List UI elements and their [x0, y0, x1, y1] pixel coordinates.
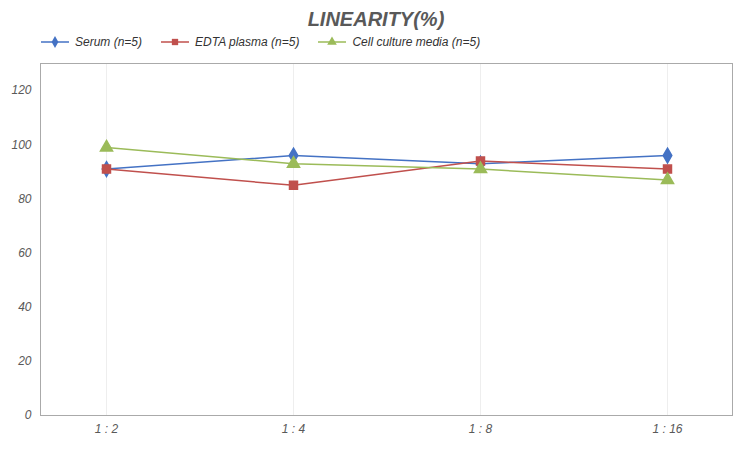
- svg-text:40: 40: [18, 300, 32, 314]
- svg-text:80: 80: [18, 192, 32, 206]
- html-text:EDTA plasma (n=5): EDTA plasma (n=5): [195, 35, 300, 49]
- svg-text:20: 20: [17, 354, 32, 368]
- html-text:LINEARITY(%): LINEARITY(%): [307, 8, 445, 30]
- svg-text:1 : 4: 1 : 4: [282, 422, 306, 436]
- svg-text:120: 120: [11, 83, 31, 97]
- svg-text:1 : 16: 1 : 16: [652, 422, 682, 436]
- svg-text:60: 60: [18, 246, 32, 260]
- svg-text:1 : 8: 1 : 8: [469, 422, 493, 436]
- html-text:Serum (n=5): Serum (n=5): [75, 35, 142, 49]
- svg-text:1 : 2: 1 : 2: [95, 422, 119, 436]
- svg-text:0: 0: [25, 408, 32, 422]
- html-text:Cell culture media (n=5): Cell culture media (n=5): [352, 35, 481, 49]
- svg-text:100: 100: [11, 138, 31, 152]
